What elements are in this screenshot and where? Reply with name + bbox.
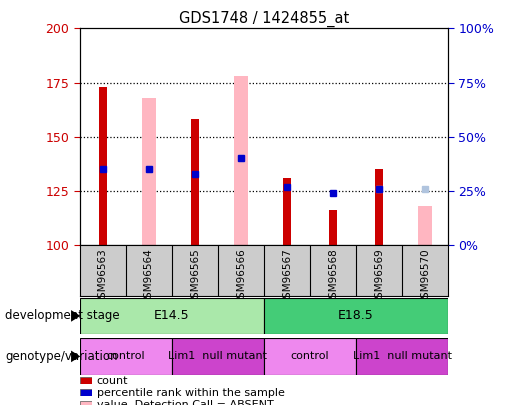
Text: GSM96565: GSM96565 (190, 249, 200, 305)
Text: genotype/variation: genotype/variation (5, 350, 117, 363)
Bar (329, 210, 337, 245)
Bar (375, 169, 383, 245)
Text: Lim1  null mutant: Lim1 null mutant (353, 352, 452, 361)
Text: GSM96569: GSM96569 (374, 249, 384, 305)
Text: development stage: development stage (5, 309, 120, 322)
Text: GSM96564: GSM96564 (144, 249, 154, 305)
Text: value, Detection Call = ABSENT: value, Detection Call = ABSENT (97, 400, 273, 405)
Polygon shape (71, 351, 80, 362)
Bar (80, 338, 172, 375)
Bar (191, 119, 199, 245)
Text: E14.5: E14.5 (154, 309, 190, 322)
Text: GSM96567: GSM96567 (282, 249, 292, 305)
Text: GSM96568: GSM96568 (328, 249, 338, 305)
Text: Lim1  null mutant: Lim1 null mutant (168, 352, 267, 361)
Text: count: count (97, 376, 128, 386)
Bar (99, 87, 107, 245)
Bar (264, 338, 356, 375)
Bar (264, 298, 448, 334)
Bar (142, 98, 156, 245)
Text: GSM96570: GSM96570 (420, 249, 430, 305)
Title: GDS1748 / 1424855_at: GDS1748 / 1424855_at (179, 11, 349, 27)
Bar (418, 206, 432, 245)
Text: GSM96563: GSM96563 (98, 249, 108, 305)
Text: percentile rank within the sample: percentile rank within the sample (97, 388, 285, 398)
Text: E18.5: E18.5 (338, 309, 374, 322)
Bar (283, 178, 291, 245)
Bar (80, 298, 264, 334)
Bar (234, 76, 248, 245)
Text: control: control (290, 352, 329, 361)
Bar (172, 338, 264, 375)
Text: control: control (107, 352, 145, 361)
Polygon shape (71, 310, 80, 322)
Text: GSM96566: GSM96566 (236, 249, 246, 305)
Bar (356, 338, 448, 375)
